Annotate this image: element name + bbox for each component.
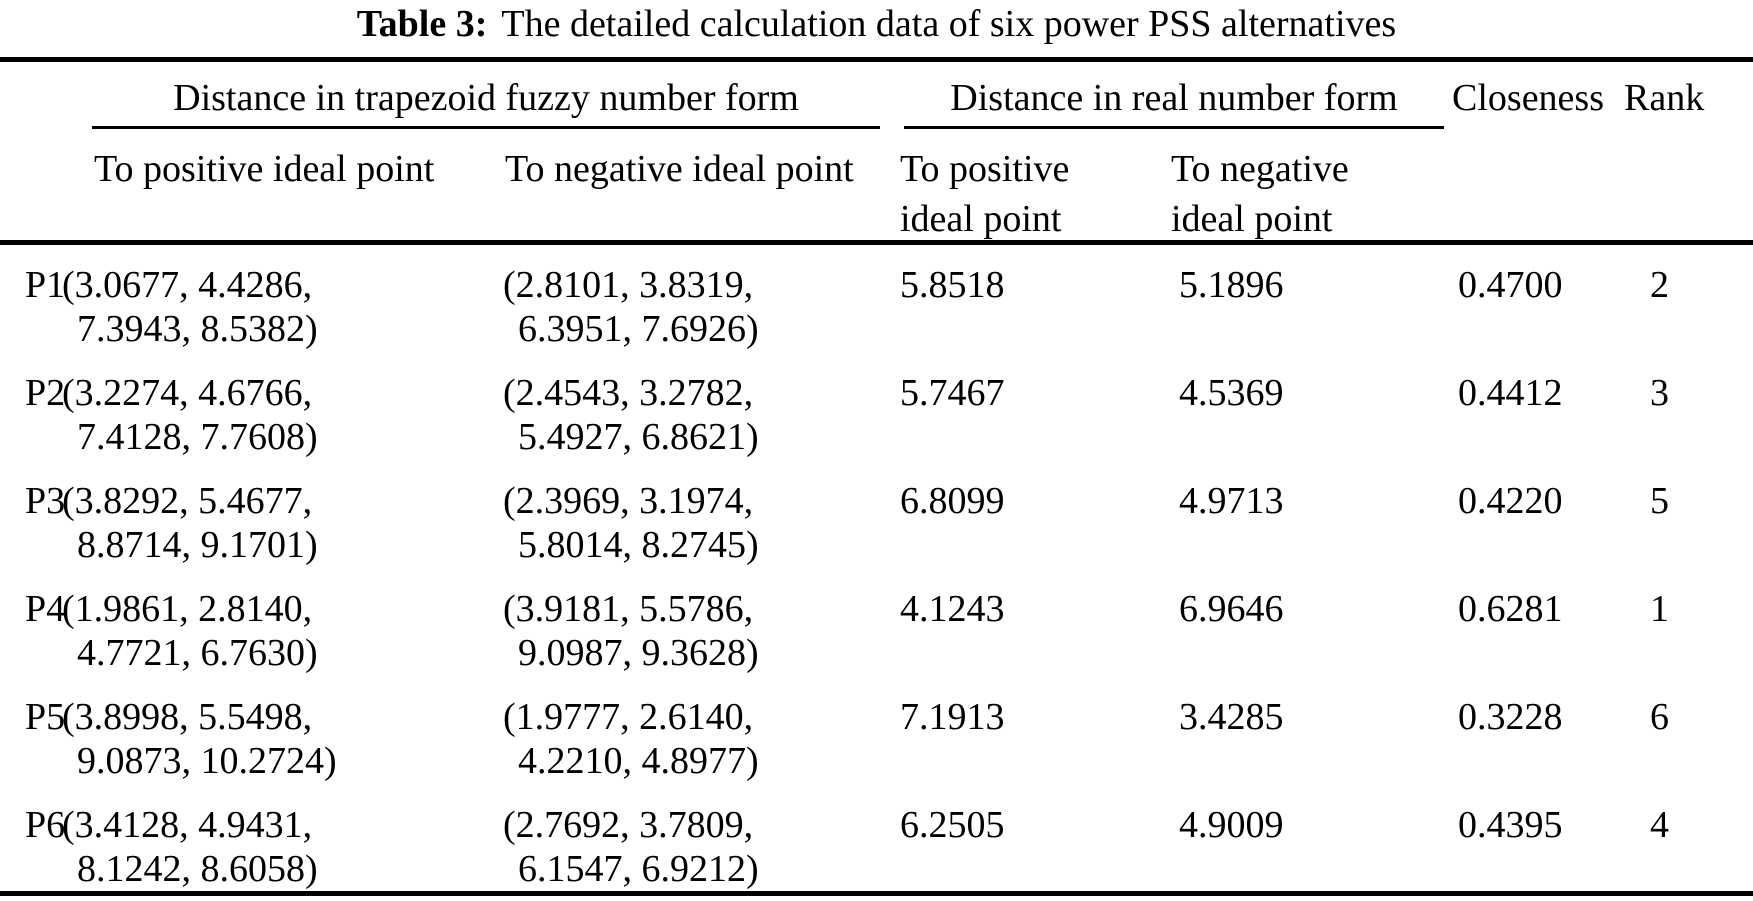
- closeness-cell: 0.3228: [1458, 696, 1563, 738]
- real-positive-distance-cell: 5.8518: [900, 264, 1005, 306]
- closeness-cell: 0.4700: [1458, 264, 1563, 306]
- real-positive-distance-cell: 5.7467: [900, 372, 1005, 414]
- cell-line: 5.4927, 6.8621): [518, 416, 759, 458]
- rank-cell: 5: [1650, 480, 1669, 522]
- cell-line: (1.9777, 2.6140,: [503, 696, 754, 738]
- cell-line: 4.7721, 6.7630): [77, 632, 318, 674]
- real-positive-distance-cell: 6.2505: [900, 804, 1005, 846]
- fuzzy-positive-distance-cell: (3.4128, 4.9431, 8.1242, 8.6058): [62, 803, 318, 891]
- cell-line: 7.3943, 8.5382): [77, 308, 318, 350]
- table-row: P3 (3.8292, 5.4677, 8.8714, 9.1701) (2.3…: [0, 463, 1753, 571]
- cell-line: 7.4128, 7.7608): [77, 416, 318, 458]
- fuzzy-negative-distance-cell: (3.9181, 5.5786, 9.0987, 9.3628): [503, 587, 759, 675]
- real-negative-distance-cell: 6.9646: [1179, 588, 1284, 630]
- table-caption-label: Table 3:: [356, 3, 488, 45]
- column-header-closeness: Closeness: [1452, 77, 1604, 119]
- table-row: P2 (3.2274, 4.6766, 7.4128, 7.7608) (2.4…: [0, 355, 1753, 463]
- column-group-fuzzy-distance: Distance in trapezoid fuzzy number form: [173, 77, 799, 119]
- fuzzy-positive-distance-cell: (3.2274, 4.6766, 7.4128, 7.7608): [62, 371, 318, 459]
- table-row: P5 (3.8998, 5.5498, 9.0873, 10.2724) (1.…: [0, 679, 1753, 787]
- real-group-underline: [904, 126, 1444, 129]
- closeness-cell: 0.6281: [1458, 588, 1563, 630]
- rank-cell: 1: [1650, 588, 1669, 630]
- real-negative-distance-cell: 3.4285: [1179, 696, 1284, 738]
- bottom-rule: [0, 891, 1753, 896]
- real-negative-distance-cell: 4.9713: [1179, 480, 1284, 522]
- fuzzy-positive-distance-cell: (3.8292, 5.4677, 8.8714, 9.1701): [62, 479, 318, 567]
- closeness-cell: 0.4395: [1458, 804, 1563, 846]
- header-line: To negative: [1171, 148, 1349, 190]
- top-rule: [0, 57, 1753, 62]
- cell-line: (2.4543, 3.2782,: [503, 372, 754, 414]
- header-body-separator-rule: [0, 240, 1753, 245]
- cell-line: (3.8292, 5.4677,: [62, 480, 313, 522]
- column-header-real-negative: To negative ideal point: [1171, 144, 1349, 244]
- table-caption-text: The detailed calculation data of six pow…: [501, 3, 1397, 45]
- cell-line: (3.8998, 5.5498,: [62, 696, 313, 738]
- cell-line: (2.8101, 3.8319,: [503, 264, 754, 306]
- rank-cell: 2: [1650, 264, 1669, 306]
- column-header-rank: Rank: [1624, 77, 1705, 119]
- alternative-id: P3: [25, 480, 66, 522]
- fuzzy-negative-distance-cell: (2.7692, 3.7809, 6.1547, 6.9212): [503, 803, 759, 891]
- column-group-real-distance: Distance in real number form: [950, 77, 1398, 119]
- table-row: P6 (3.4128, 4.9431, 8.1242, 8.6058) (2.7…: [0, 787, 1753, 895]
- header-line: ideal point: [1171, 198, 1333, 240]
- cell-line: (3.9181, 5.5786,: [503, 588, 754, 630]
- cell-line: (2.3969, 3.1974,: [503, 480, 754, 522]
- alternative-id: P1: [25, 264, 66, 306]
- fuzzy-positive-distance-cell: (3.0677, 4.4286, 7.3943, 8.5382): [62, 263, 318, 351]
- cell-line: 4.2210, 4.8977): [518, 740, 759, 782]
- alternative-id: P4: [25, 588, 66, 630]
- closeness-cell: 0.4220: [1458, 480, 1563, 522]
- cell-line: (3.4128, 4.9431,: [62, 804, 313, 846]
- cell-line: 9.0987, 9.3628): [518, 632, 759, 674]
- column-header-fuzzy-positive: To positive ideal point: [94, 148, 435, 190]
- real-negative-distance-cell: 5.1896: [1179, 264, 1284, 306]
- fuzzy-group-underline: [92, 126, 880, 129]
- header-line: ideal point: [900, 198, 1062, 240]
- real-negative-distance-cell: 4.9009: [1179, 804, 1284, 846]
- real-positive-distance-cell: 6.8099: [900, 480, 1005, 522]
- fuzzy-negative-distance-cell: (2.3969, 3.1974, 5.8014, 8.2745): [503, 479, 759, 567]
- fuzzy-positive-distance-cell: (1.9861, 2.8140, 4.7721, 6.7630): [62, 587, 318, 675]
- cell-line: 5.8014, 8.2745): [518, 524, 759, 566]
- table-row: P1 (3.0677, 4.4286, 7.3943, 8.5382) (2.8…: [0, 247, 1753, 355]
- rank-cell: 3: [1650, 372, 1669, 414]
- cell-line: (3.2274, 4.6766,: [62, 372, 313, 414]
- real-negative-distance-cell: 4.5369: [1179, 372, 1284, 414]
- alternative-id: P5: [25, 696, 66, 738]
- fuzzy-positive-distance-cell: (3.8998, 5.5498, 9.0873, 10.2724): [62, 695, 337, 783]
- header-line: To positive: [900, 148, 1070, 190]
- cell-line: 6.3951, 7.6926): [518, 308, 759, 350]
- closeness-cell: 0.4412: [1458, 372, 1563, 414]
- fuzzy-negative-distance-cell: (2.4543, 3.2782, 5.4927, 6.8621): [503, 371, 759, 459]
- fuzzy-negative-distance-cell: (1.9777, 2.6140, 4.2210, 4.8977): [503, 695, 759, 783]
- table-body: P1 (3.0677, 4.4286, 7.3943, 8.5382) (2.8…: [0, 247, 1753, 895]
- cell-line: (1.9861, 2.8140,: [62, 588, 313, 630]
- cell-line: 6.1547, 6.9212): [518, 848, 759, 890]
- cell-line: 9.0873, 10.2724): [77, 740, 337, 782]
- real-positive-distance-cell: 7.1913: [900, 696, 1005, 738]
- fuzzy-negative-distance-cell: (2.8101, 3.8319, 6.3951, 7.6926): [503, 263, 759, 351]
- cell-line: 8.1242, 8.6058): [77, 848, 318, 890]
- rank-cell: 4: [1650, 804, 1669, 846]
- cell-line: 8.8714, 9.1701): [77, 524, 318, 566]
- alternative-id: P6: [25, 804, 66, 846]
- cell-line: (3.0677, 4.4286,: [62, 264, 313, 306]
- rank-cell: 6: [1650, 696, 1669, 738]
- table-row: P4 (1.9861, 2.8140, 4.7721, 6.7630) (3.9…: [0, 571, 1753, 679]
- table-caption: Table 3: The detailed calculation data of…: [0, 2, 1753, 46]
- real-positive-distance-cell: 4.1243: [900, 588, 1005, 630]
- cell-line: (2.7692, 3.7809,: [503, 804, 754, 846]
- alternative-id: P2: [25, 372, 66, 414]
- column-header-fuzzy-negative: To negative ideal point: [505, 148, 854, 190]
- column-header-real-positive: To positive ideal point: [900, 144, 1069, 244]
